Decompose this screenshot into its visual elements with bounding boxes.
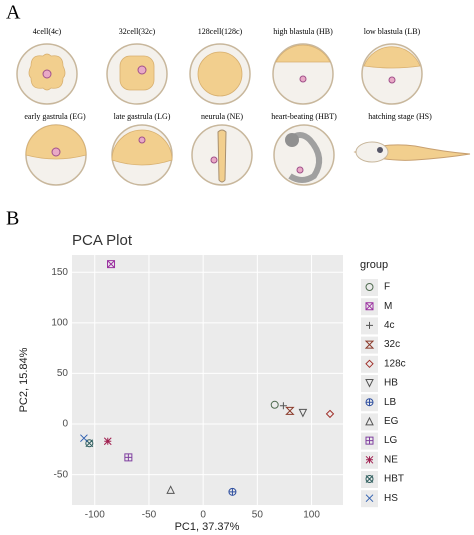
legend-marker: [365, 359, 374, 369]
legend-marker: [365, 436, 374, 445]
x-tick-label: -50: [142, 510, 157, 521]
stage-label: 32cell(32c): [119, 27, 156, 36]
scatter-point: [228, 487, 237, 496]
y-tick-label: 0: [62, 419, 68, 430]
stage-label: neurula (NE): [201, 112, 243, 121]
stage-label: 128cell(128c): [198, 27, 243, 36]
legend-key: [361, 413, 378, 431]
y-tick-label: 50: [57, 368, 69, 379]
legend-marker: [365, 379, 374, 388]
scatter-point: [298, 408, 308, 418]
legend-key: [361, 375, 378, 392]
x-tick-label: 100: [303, 510, 320, 521]
legend-label: 4c: [384, 320, 395, 331]
x-tick-label: 50: [252, 510, 264, 521]
scatter-point: [124, 453, 133, 462]
y-tick-label: 100: [51, 317, 68, 328]
scatter-point: [285, 406, 295, 415]
stage-label: early gastrula (EG): [24, 112, 86, 121]
legend-label: HBT: [384, 474, 404, 485]
chart-title: PCA Plot: [72, 232, 133, 249]
stage-label: 4cell(4c): [33, 27, 62, 36]
x-axis-label: PC1, 37.37%: [175, 521, 240, 533]
scatter-point: [270, 400, 279, 409]
legend-marker: [365, 283, 374, 291]
legend-marker: [365, 455, 374, 464]
stage-label: heart-beating (HBT): [271, 112, 337, 121]
stage-label: late gastrula (LG): [114, 112, 171, 121]
legend-label: 32c: [384, 339, 400, 350]
legend-marker: [365, 398, 374, 407]
legend-marker: [365, 475, 374, 483]
y-tick-label: 150: [51, 267, 68, 278]
stage-label: hatching stage (HS): [368, 112, 432, 121]
legend-marker: [365, 494, 374, 503]
y-tick-label: -50: [54, 469, 69, 480]
scatter-point: [103, 437, 112, 446]
embryo-illustrations: [16, 43, 471, 186]
legend-marker: [364, 340, 375, 349]
scatter-point: [325, 409, 335, 419]
y-axis-label: PC2, 15.84%: [18, 347, 30, 412]
stage-label: high blastula (HB): [273, 27, 333, 36]
scatter-point: [279, 402, 287, 410]
legend-label: M: [384, 301, 392, 312]
legend-label: HB: [384, 378, 398, 389]
legend-label: NE: [384, 454, 398, 465]
legend-marker: [365, 302, 374, 311]
legend-key: [361, 355, 378, 373]
panel-label: B: [6, 208, 19, 230]
legend-label: F: [384, 282, 390, 293]
legend-label: HS: [384, 493, 398, 504]
legend-title: group: [360, 259, 388, 271]
legend-key: [361, 279, 378, 296]
x-tick-label: 0: [200, 510, 206, 521]
x-tick-label: -100: [85, 510, 105, 521]
legend-label: 128c: [384, 358, 406, 369]
legend-label: LB: [384, 397, 397, 408]
legend-marker: [366, 321, 373, 329]
scatter-point: [80, 434, 88, 443]
scatter-point: [107, 260, 116, 269]
panel-label: A: [6, 2, 21, 24]
scatter-point: [166, 485, 175, 494]
legend-marker: [365, 416, 374, 426]
plot-panel: [72, 255, 343, 505]
legend-label: EG: [384, 416, 399, 427]
stage-label: low blastula (LB): [364, 27, 421, 36]
legend-label: LG: [384, 435, 398, 446]
